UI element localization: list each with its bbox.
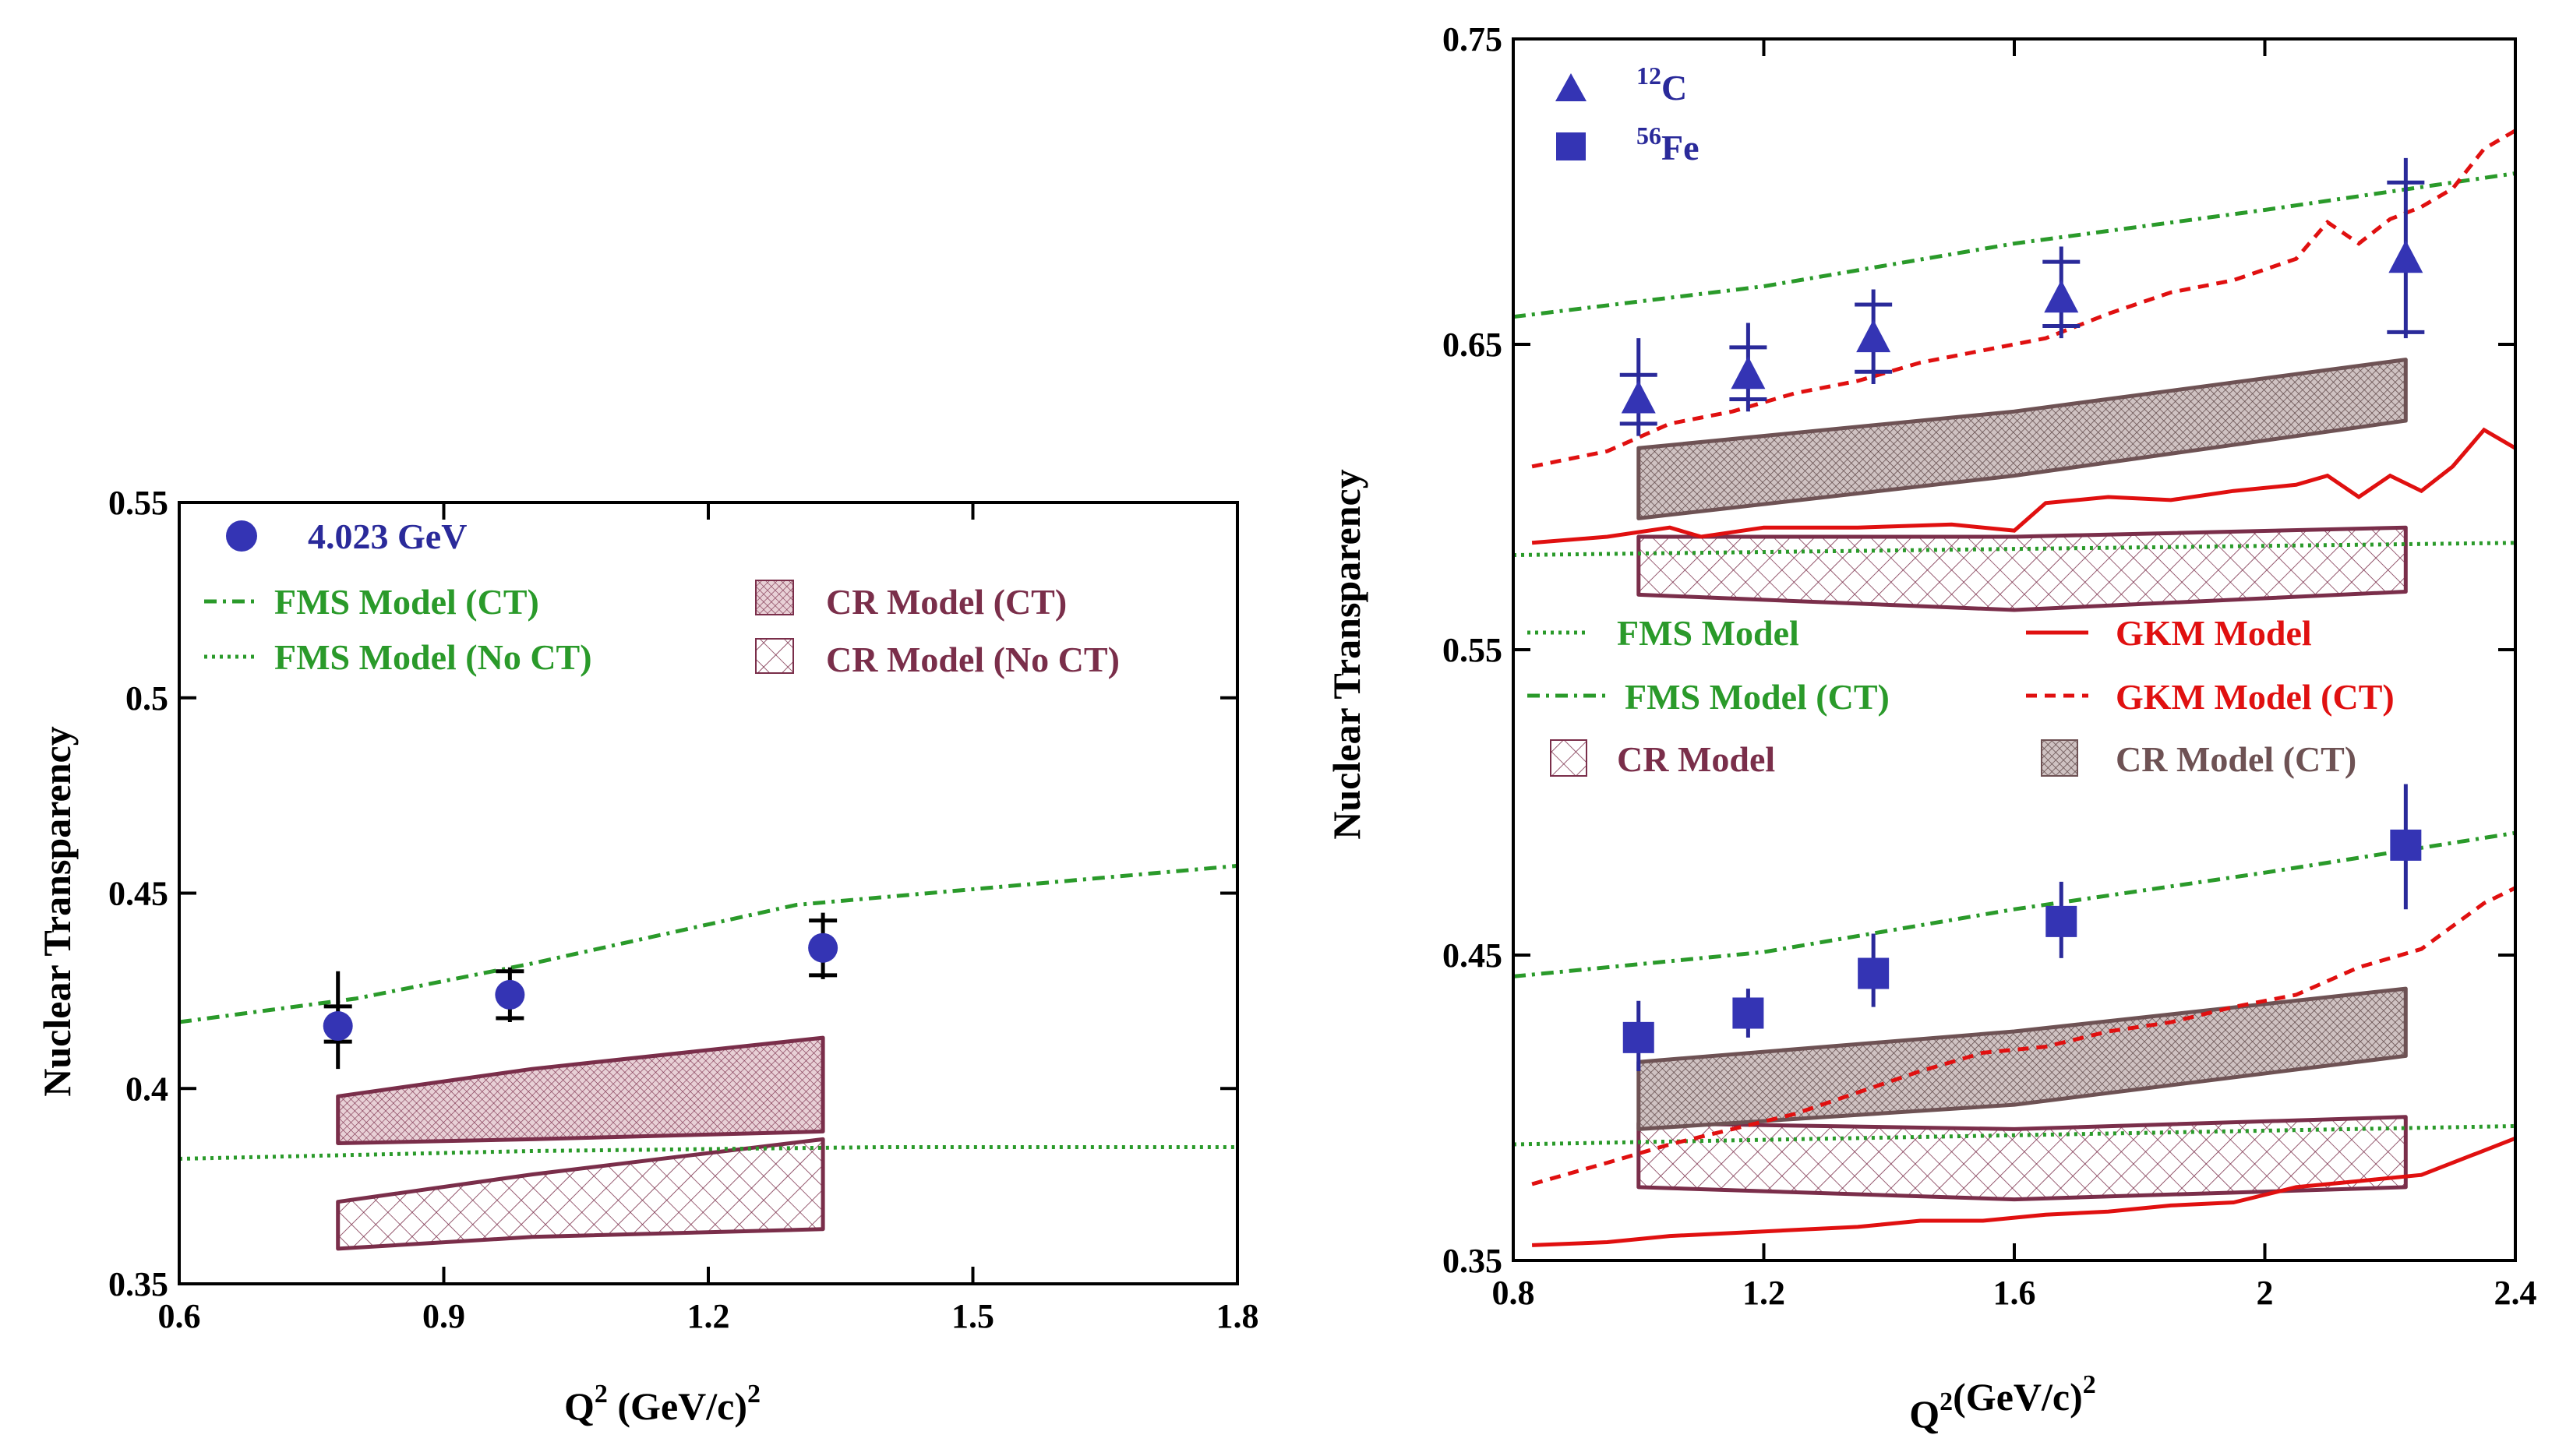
- carbon-point-marker: [1621, 380, 1656, 414]
- legend-triangle-marker-icon: [1555, 73, 1587, 101]
- legend-cr-ct-label: CR Model (CT): [826, 582, 1067, 622]
- gkm-iron-line: [1531, 1136, 2516, 1247]
- legend-fms-ct-label: FMS Model (CT): [274, 582, 539, 622]
- cr-carbon-band: [1636, 525, 2408, 612]
- right-chart: 0.8 1.2 1.6 2 2.4 0.35 0.45 0.55 0.65 0.75 Nuclea…: [1325, 20, 2537, 1436]
- left-y-tick-label: 0.35: [108, 1265, 168, 1303]
- left-y-tick-label: 0.5: [125, 679, 168, 717]
- right-plot-area: [1512, 129, 2517, 1247]
- cr-ct-iron-band: [1636, 986, 2408, 1131]
- left-x-tick-label: 0.9: [422, 1297, 465, 1335]
- right-x-tick-label: 1.2: [1742, 1274, 1785, 1312]
- iron-point-marker: [1732, 997, 1764, 1029]
- legend-data-label: 4.023 GeV: [308, 516, 467, 556]
- right-legend-models: FMS Model FMS Model (CT) CR Model GKM Mo…: [1527, 613, 2395, 779]
- iron-point-marker: [1858, 957, 1890, 989]
- legend-fms-ct-label: FMS Model (CT): [1625, 677, 1890, 717]
- left-y-tick-label: 0.45: [108, 875, 168, 913]
- legend-fms-noct-label: FMS Model (No CT): [274, 637, 592, 677]
- right-y-tick-label: 0.75: [1442, 20, 1502, 58]
- data-point-marker: [808, 932, 838, 963]
- fms-carbon-line: [1512, 541, 2516, 557]
- right-axes: 0.8 1.2 1.6 2 2.4 0.35 0.45 0.55 0.65 0.75: [1442, 20, 2537, 1312]
- left-legend: 4.023 GeV FMS Model (CT) FMS Model (No C…: [204, 516, 1120, 679]
- left-chart: 0.6 0.9 1.2 1.5 1.8 0.35 0.4 0.45 0.5 0.55 Nuclea…: [35, 484, 1259, 1428]
- legend-cr-noct-swatch-icon: [755, 638, 794, 674]
- legend-cr-ct-label: CR Model (CT): [2116, 739, 2356, 779]
- cr-iron-band: [1636, 1115, 2408, 1202]
- right-x-tick-label: 2.4: [2494, 1274, 2537, 1312]
- right-x-axis-label: Q2(GeV/c)2: [1909, 1370, 2095, 1436]
- iron-point-marker: [2045, 905, 2077, 937]
- carbon-point-marker: [2044, 280, 2079, 313]
- cr-ct-carbon-band: [1636, 358, 2408, 520]
- fms-iron-line: [1512, 1124, 2516, 1147]
- iron-point-marker: [1622, 1021, 1654, 1053]
- right-y-axis-label: Nuclear Transparency: [1325, 469, 1368, 839]
- right-x-tick-label: 2: [2257, 1274, 2274, 1312]
- carbon-point-marker: [2388, 240, 2423, 273]
- cr-noct-band: [336, 1137, 825, 1251]
- right-y-tick-label: 0.35: [1442, 1242, 1502, 1280]
- left-y-axis-label: Nuclear Transparency: [35, 726, 79, 1096]
- left-y-tick-label: 0.55: [108, 484, 168, 522]
- right-y-tick-label: 0.55: [1442, 631, 1502, 669]
- left-x-tick-label: 0.6: [158, 1297, 201, 1335]
- legend-cr-label: CR Model: [1617, 739, 1775, 779]
- iron-point-marker: [2390, 829, 2422, 861]
- legend-cr-ct-swatch-icon: [755, 580, 794, 615]
- legend-cr-noct-label: CR Model (No CT): [826, 640, 1120, 679]
- legend-circle-marker-icon: [226, 520, 257, 552]
- legend-square-marker-icon: [1556, 132, 1586, 160]
- right-legend-targets: 12C 56Fe: [1555, 62, 1699, 167]
- legend-fms-label: FMS Model: [1617, 613, 1799, 653]
- right-x-tick-label: 1.6: [1993, 1274, 2036, 1312]
- fms-ct-carbon-line: [1512, 171, 2516, 319]
- fms-noct-line: [178, 1145, 1237, 1161]
- left-x-tick-label: 1.5: [951, 1297, 994, 1335]
- left-axes: 0.6 0.9 1.2 1.5 1.8 0.35 0.4 0.45 0.5 0.55: [108, 484, 1259, 1335]
- right-y-tick-label: 0.45: [1442, 936, 1502, 975]
- legend-gkm-label: GKM Model: [2116, 613, 2312, 653]
- right-x-tick-label: 0.8: [1492, 1274, 1535, 1312]
- left-x-tick-label: 1.2: [687, 1297, 730, 1335]
- legend-iron-label: 56Fe: [1636, 122, 1699, 167]
- fms-ct-iron-line: [1512, 830, 2516, 978]
- right-y-tick-label: 0.65: [1442, 326, 1502, 364]
- gkm-carbon-line: [1531, 427, 2517, 545]
- carbon-point-marker: [1856, 319, 1891, 353]
- left-x-axis-label: Q2 (GeV/c)2: [564, 1380, 761, 1428]
- data-point-marker: [323, 1011, 353, 1042]
- legend-gkm-ct-label: GKM Model (CT): [2116, 677, 2395, 717]
- data-point-marker: [495, 979, 525, 1010]
- legend-cr-swatch-icon: [1550, 739, 1587, 777]
- left-plot-area: [178, 863, 1238, 1251]
- left-y-tick-label: 0.4: [125, 1070, 168, 1108]
- left-x-tick-label: 1.8: [1216, 1297, 1259, 1335]
- gkm-ct-iron-line: [1531, 886, 2517, 1186]
- cr-ct-band: [336, 1035, 825, 1145]
- legend-carbon-label: 12C: [1636, 62, 1687, 108]
- legend-cr-ct-swatch-icon: [2041, 739, 2078, 777]
- fms-ct-line: [178, 863, 1238, 1024]
- carbon-point-marker: [1731, 356, 1766, 390]
